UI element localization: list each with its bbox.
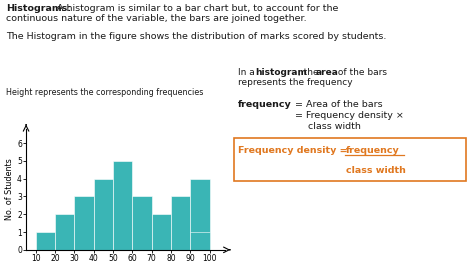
Bar (191, 179, 210, 250)
Text: Height represents the corresponding frequencies: Height represents the corresponding freq… (6, 88, 203, 97)
Text: area: area (316, 68, 339, 77)
Text: histogram: histogram (255, 68, 307, 77)
Text: = Frequency density ×: = Frequency density × (292, 111, 404, 120)
Bar (191, 232, 210, 250)
Text: Frequency density =: Frequency density = (238, 146, 351, 155)
Text: of the bars: of the bars (335, 68, 387, 77)
Text: In a: In a (238, 68, 258, 77)
Text: represents the frequency: represents the frequency (238, 78, 353, 87)
Text: , the: , the (298, 68, 321, 77)
Bar (152, 214, 171, 250)
Bar (171, 196, 191, 250)
Bar (113, 161, 132, 250)
Text: A histogram is similar to a bar chart but, to account for the: A histogram is similar to a bar chart bu… (54, 4, 338, 13)
Y-axis label: No. of Students: No. of Students (5, 159, 14, 220)
Bar (94, 179, 113, 250)
Text: frequency: frequency (238, 100, 292, 109)
Bar (55, 214, 74, 250)
Bar (132, 196, 152, 250)
Bar (74, 196, 94, 250)
Text: The Histogram in the figure shows the distribution of marks scored by students.: The Histogram in the figure shows the di… (6, 32, 386, 41)
Text: = Area of the bars: = Area of the bars (292, 100, 383, 109)
Text: class width: class width (308, 122, 361, 131)
Text: class width: class width (346, 166, 406, 175)
Text: frequency: frequency (346, 146, 400, 155)
Text: Histograms:: Histograms: (6, 4, 71, 13)
FancyBboxPatch shape (234, 138, 466, 181)
Bar (36, 232, 55, 250)
Text: continuous nature of the variable, the bars are joined together.: continuous nature of the variable, the b… (6, 14, 307, 23)
